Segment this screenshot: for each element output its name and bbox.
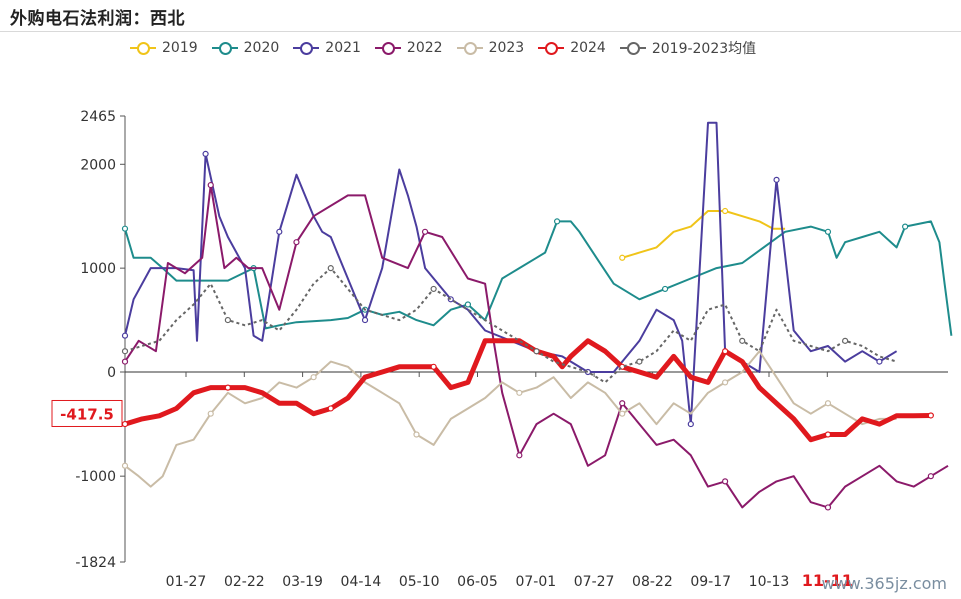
x-tick-label: 03-19 — [282, 574, 323, 590]
chart-legend: 2019 2020 2021 2022 2023 2024 2019-2023均值 — [130, 38, 756, 58]
series-point — [722, 348, 729, 355]
x-tick-label: 07-27 — [574, 574, 615, 590]
x-tick-label: 06-05 — [457, 574, 498, 590]
series-point — [619, 254, 626, 261]
x-tick-label: 10-13 — [749, 574, 790, 590]
series-point — [421, 228, 429, 235]
series-point — [824, 431, 832, 438]
series-line — [124, 220, 953, 336]
legend-item[interactable]: 2019 — [130, 38, 198, 58]
x-tick-label: 09-17 — [690, 574, 731, 590]
x-tick-label: 05-10 — [399, 574, 440, 590]
series-point — [121, 332, 129, 339]
series-line — [124, 267, 897, 384]
series-point — [722, 207, 729, 215]
series-point — [687, 420, 694, 428]
series-point — [413, 431, 420, 438]
legend-label: 2019 — [162, 40, 198, 56]
x-tick-label: 04-14 — [341, 574, 382, 590]
legend-item[interactable]: 2019-2023均值 — [619, 38, 757, 58]
series-line — [621, 210, 786, 259]
y-tick-label: 2465 — [80, 109, 116, 125]
series-point — [824, 504, 832, 511]
y-tick-label: 1000 — [80, 261, 116, 277]
legend-label: 2023 — [488, 40, 525, 56]
series-point — [824, 228, 832, 235]
series-point — [661, 285, 669, 293]
legend-swatch-icon — [456, 41, 483, 55]
legend-swatch-icon — [374, 41, 401, 55]
series-point — [310, 374, 317, 381]
series-point — [430, 363, 437, 370]
legend-label: 2021 — [325, 40, 361, 56]
legend-swatch-icon — [538, 41, 565, 55]
series-point — [619, 410, 626, 417]
series-point — [430, 285, 437, 293]
series-point — [121, 225, 129, 232]
series-point — [876, 358, 883, 365]
x-tick-label-current: 11-11 — [802, 571, 853, 590]
series-point — [327, 265, 334, 272]
series-point — [619, 400, 626, 407]
x-tick-label: 01-27 — [166, 574, 207, 590]
title-divider — [0, 31, 961, 32]
legend-label: 2022 — [406, 40, 443, 56]
legend-item[interactable]: 2023 — [456, 38, 525, 58]
series-point — [842, 337, 849, 344]
legend-item[interactable]: 2024 — [538, 38, 606, 58]
y-tick-label: 0 — [107, 365, 116, 381]
series-point — [121, 420, 129, 428]
series-point — [202, 150, 209, 158]
x-tick-label: 07-01 — [515, 574, 556, 590]
series-point — [516, 389, 523, 396]
current-value-box — [51, 399, 123, 427]
series-point — [293, 239, 300, 246]
legend-item[interactable]: 2022 — [374, 38, 443, 58]
legend-swatch-icon — [211, 41, 238, 55]
legend-item[interactable]: 2020 — [211, 38, 280, 58]
series-point — [121, 462, 129, 469]
legend-item[interactable]: 2021 — [293, 38, 361, 58]
series-point — [121, 358, 129, 365]
series-point — [207, 181, 214, 189]
series-point — [722, 379, 729, 386]
legend-swatch-icon — [130, 41, 156, 55]
series-point — [121, 348, 129, 355]
series-point — [276, 228, 283, 235]
series-point — [224, 316, 231, 324]
series-point — [533, 348, 540, 355]
series-point — [361, 316, 369, 324]
x-tick-label: 08-22 — [632, 574, 673, 590]
legend-label: 2024 — [570, 40, 606, 56]
series-point — [553, 218, 561, 225]
y-tick-label: 2000 — [80, 157, 116, 173]
current-value-label: -417.5 — [60, 405, 114, 423]
series-point — [739, 337, 746, 344]
legend-swatch-icon — [293, 41, 320, 55]
series-point — [927, 412, 934, 419]
series-point — [824, 400, 832, 407]
series-line — [124, 350, 897, 488]
series-point — [327, 405, 334, 412]
legend-label: 2019-2023均值 — [651, 41, 757, 57]
series-point — [207, 410, 214, 417]
legend-swatch-icon — [619, 41, 646, 55]
chart-title: 外购电石法利润：西北 — [10, 9, 185, 29]
watermark: www.365jz.com — [821, 574, 947, 593]
series-line — [124, 184, 949, 509]
series-point — [773, 176, 780, 183]
series-point — [902, 223, 909, 230]
series-point — [927, 473, 934, 480]
y-tick-label: -1824 — [75, 555, 116, 571]
series-point — [224, 384, 231, 391]
series-point — [722, 478, 729, 485]
series-point — [464, 301, 472, 308]
legend-label: 2020 — [243, 40, 280, 56]
y-tick-label: -1000 — [75, 469, 116, 485]
series-point — [516, 452, 523, 459]
series-point — [636, 358, 643, 365]
x-tick-label: 02-22 — [224, 574, 265, 590]
